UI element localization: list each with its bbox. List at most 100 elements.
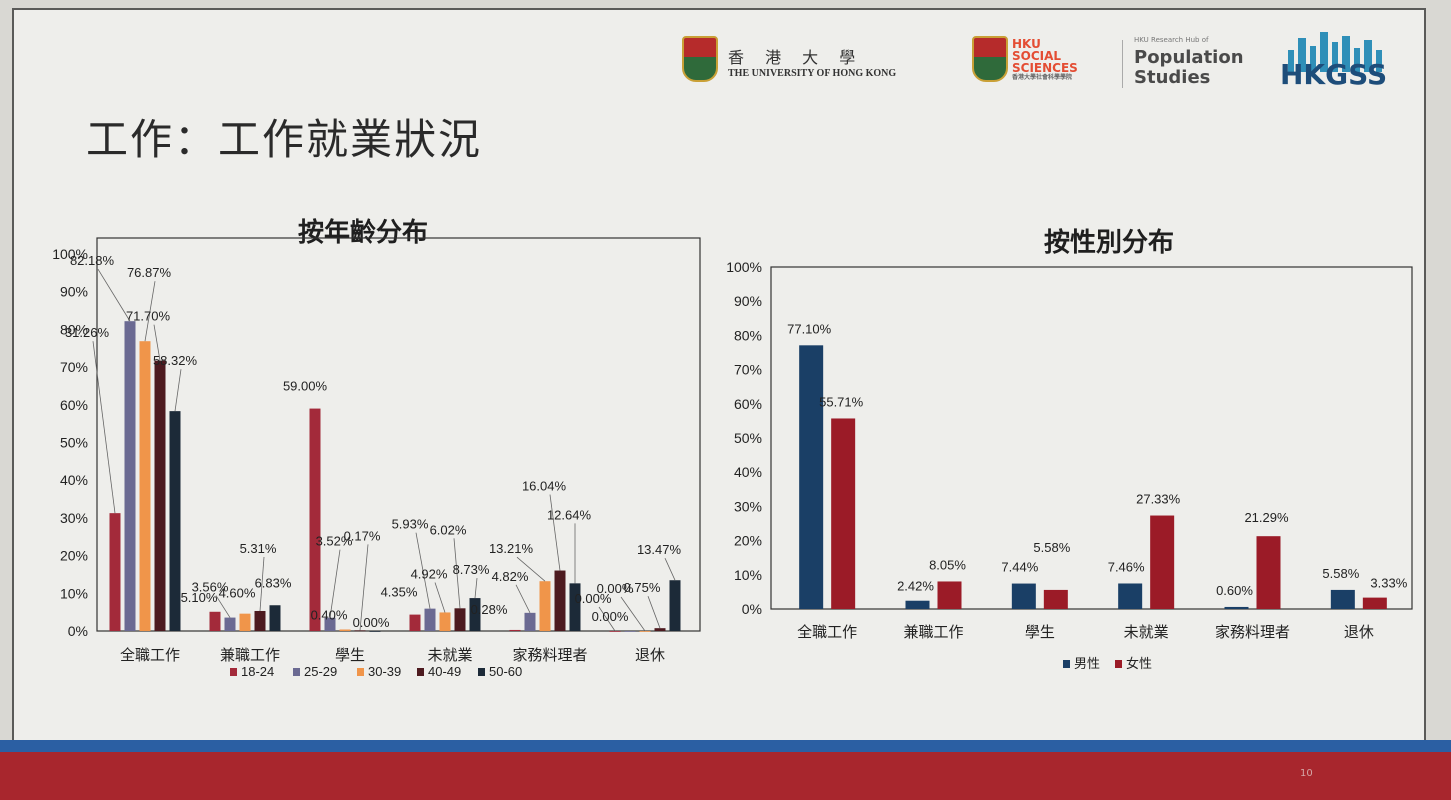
data-label-leader	[474, 578, 478, 599]
bar	[124, 321, 136, 631]
bar	[539, 581, 551, 631]
plot-frame	[96, 237, 701, 632]
legend-swatch	[1063, 660, 1070, 668]
data-label: 0.28%	[471, 602, 508, 617]
data-label: 7.44%	[1001, 560, 1038, 575]
bar	[569, 583, 581, 631]
bar	[799, 345, 824, 609]
data-label: 16.04%	[522, 479, 567, 494]
legend-label: 男性	[1074, 656, 1100, 671]
bar	[224, 617, 236, 631]
bar	[831, 418, 856, 609]
bar	[409, 614, 421, 631]
bar	[339, 629, 351, 631]
data-label-leader	[259, 556, 265, 612]
hku-english-name: THE UNIVERSITY OF HONG KONG	[728, 68, 897, 79]
y-tick-label: 0%	[68, 623, 88, 639]
bar	[424, 608, 436, 631]
bar	[109, 513, 121, 631]
bar	[509, 629, 521, 631]
data-label: 21.29%	[1244, 510, 1289, 525]
legend-label: 40-49	[428, 664, 461, 679]
data-label: 5.58%	[1322, 566, 1359, 581]
y-tick-label: 50%	[60, 435, 88, 451]
data-label-leader	[664, 558, 676, 581]
data-label: 7.46%	[1108, 559, 1145, 574]
data-label: 4.35%	[381, 585, 418, 600]
category-label: 全職工作	[797, 623, 857, 641]
y-tick-label: 0%	[742, 601, 762, 617]
social-line-1: HKU	[1012, 37, 1041, 51]
bar	[639, 631, 651, 632]
data-label-leader	[359, 544, 369, 631]
footer-red-band	[0, 752, 1451, 800]
bar	[139, 341, 151, 631]
logo-divider	[1122, 40, 1123, 88]
bar	[905, 600, 930, 609]
category-label: 退休	[635, 646, 665, 664]
y-tick-label: 60%	[734, 396, 762, 412]
bar	[1150, 515, 1175, 609]
category-label: 學生	[1025, 623, 1055, 641]
data-label: 58.32%	[153, 353, 198, 368]
bar	[1011, 583, 1036, 609]
data-label: 13.47%	[637, 542, 682, 557]
category-label: 全職工作	[120, 646, 180, 664]
data-label-leader	[453, 538, 461, 609]
data-label-leader	[549, 494, 561, 571]
data-label: 3.56%	[192, 580, 229, 595]
hkgss-logo-text: HKGSS	[1280, 58, 1388, 91]
data-label: 0.75%	[624, 580, 661, 595]
legend-label: 30-39	[368, 664, 401, 679]
data-label: 0.17%	[344, 528, 381, 543]
bar	[269, 605, 281, 631]
gender-chart-title: 按性別分布	[1044, 228, 1175, 258]
data-label: 3.52%	[316, 534, 353, 549]
bar	[524, 612, 536, 631]
plot-frame	[770, 266, 1413, 610]
data-label: 3.33%	[1370, 576, 1407, 591]
footer-blue-band	[0, 740, 1451, 752]
y-tick-label: 90%	[734, 293, 762, 309]
data-label: 5.93%	[392, 517, 429, 532]
data-label: 2.42%	[897, 579, 934, 594]
y-tick-label: 20%	[60, 548, 88, 564]
population-hub-small: HKU Research Hub of	[1134, 36, 1209, 44]
data-label: 71.70%	[126, 309, 171, 324]
social-sciences-logo: HKU SOCIAL SCIENCES 香港大學社會科學學院	[1012, 38, 1078, 82]
y-tick-label: 50%	[734, 430, 762, 446]
bar	[1224, 606, 1249, 609]
hkgss-skyline-icon	[1288, 32, 1382, 72]
data-label: 31.26%	[65, 325, 110, 340]
page-number: 10	[1300, 768, 1313, 779]
data-label: 0.00%	[592, 609, 629, 624]
data-label: 6.83%	[255, 575, 292, 590]
y-tick-label: 70%	[60, 359, 88, 375]
legend-swatch	[417, 668, 424, 676]
data-label-leader	[92, 341, 116, 514]
data-label: 82.18%	[70, 253, 115, 268]
y-tick-label: 40%	[734, 464, 762, 480]
data-label: 0.00%	[353, 615, 390, 630]
y-tick-label: 20%	[734, 533, 762, 549]
data-label: 5.10%	[181, 590, 218, 605]
data-label: 27.33%	[1136, 492, 1181, 507]
category-label: 家務料理者	[1215, 623, 1290, 641]
legend-label: 18-24	[241, 664, 274, 679]
category-label: 家務料理者	[512, 646, 587, 664]
page-title: 工作：工作就業狀況	[86, 115, 483, 164]
legend-swatch	[293, 668, 300, 676]
y-tick-label: 70%	[734, 362, 762, 378]
bar	[154, 360, 166, 631]
bar	[324, 617, 336, 631]
legend-swatch	[357, 668, 364, 676]
y-tick-label: 80%	[60, 321, 88, 337]
bar	[1256, 536, 1281, 609]
bar	[624, 631, 636, 632]
legend-label: 25-29	[304, 664, 337, 679]
y-tick-label: 80%	[734, 327, 762, 343]
data-label: 77.10%	[787, 321, 832, 336]
data-label-leader	[153, 324, 161, 361]
legend-swatch	[230, 668, 237, 676]
y-tick-label: 90%	[60, 284, 88, 300]
